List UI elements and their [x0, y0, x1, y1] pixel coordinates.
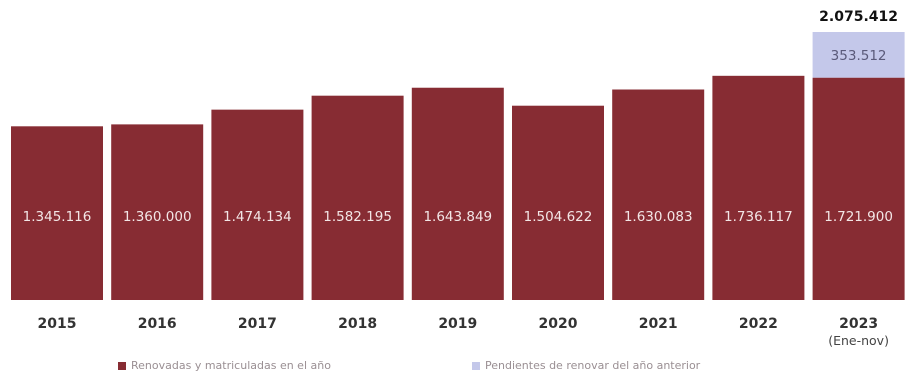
bar-value-label-2021: 1.630.083 — [624, 209, 693, 225]
bar-value-label-2018: 1.582.195 — [323, 209, 392, 225]
x-tick-label-2023: 2023 — [839, 316, 878, 332]
legend-swatch-renovadas — [118, 361, 126, 370]
bar-value-label-2015: 1.345.116 — [23, 209, 92, 225]
bar-value-label-2019: 1.643.849 — [423, 209, 492, 225]
bar-2021 — [612, 89, 705, 301]
bar-2019 — [411, 87, 504, 301]
x-tick-label-2019: 2019 — [438, 316, 477, 332]
bar-chart: 1.345.116 2015 1.360.000 2016 1.474.134 2017 1… — [11, 9, 905, 348]
x-tick-label-2021: 2021 — [639, 316, 678, 332]
bar-2022 — [712, 75, 805, 300]
legend-swatch-pendientes — [472, 361, 480, 370]
bar-2023 — [812, 77, 905, 300]
x-tick-label-2016: 2016 — [138, 316, 177, 332]
legend-item-renovadas: Renovadas y matriculadas en el año — [118, 359, 331, 372]
total-label-2023: 2.075.412 — [819, 9, 898, 25]
legend-label-renovadas: Renovadas y matriculadas en el año — [131, 359, 331, 372]
x-tick-label-2020: 2020 — [539, 316, 578, 332]
bar-pending-2023 — [812, 32, 905, 78]
bar-value-label-2023: 1.721.900 — [824, 209, 893, 225]
bar-value-label-2016: 1.360.000 — [123, 209, 192, 225]
legend-label-pendientes: Pendientes de renovar del año anterior — [485, 359, 701, 372]
bar-value-label-2020: 1.504.622 — [524, 209, 593, 225]
x-tick-sublabel-2023: (Ene-nov) — [828, 333, 889, 348]
x-tick-label-2022: 2022 — [739, 316, 778, 332]
bar-value-label-2022: 1.736.117 — [724, 209, 793, 225]
x-tick-label-2017: 2017 — [238, 316, 277, 332]
bar-pending-value-label-2023: 353.512 — [831, 48, 887, 64]
x-tick-label-2018: 2018 — [338, 316, 377, 332]
x-tick-label-2015: 2015 — [38, 316, 77, 332]
legend-item-pendientes: Pendientes de renovar del año anterior — [472, 359, 700, 372]
bar-value-label-2017: 1.474.134 — [223, 209, 292, 225]
bar-2017 — [211, 109, 304, 301]
bar-2018 — [311, 95, 404, 300]
legend: Renovadas y matriculadas en el año Pendi… — [0, 359, 906, 375]
bar-2020 — [512, 105, 604, 301]
bar-2016 — [111, 124, 204, 300]
bar-2015 — [11, 126, 103, 301]
